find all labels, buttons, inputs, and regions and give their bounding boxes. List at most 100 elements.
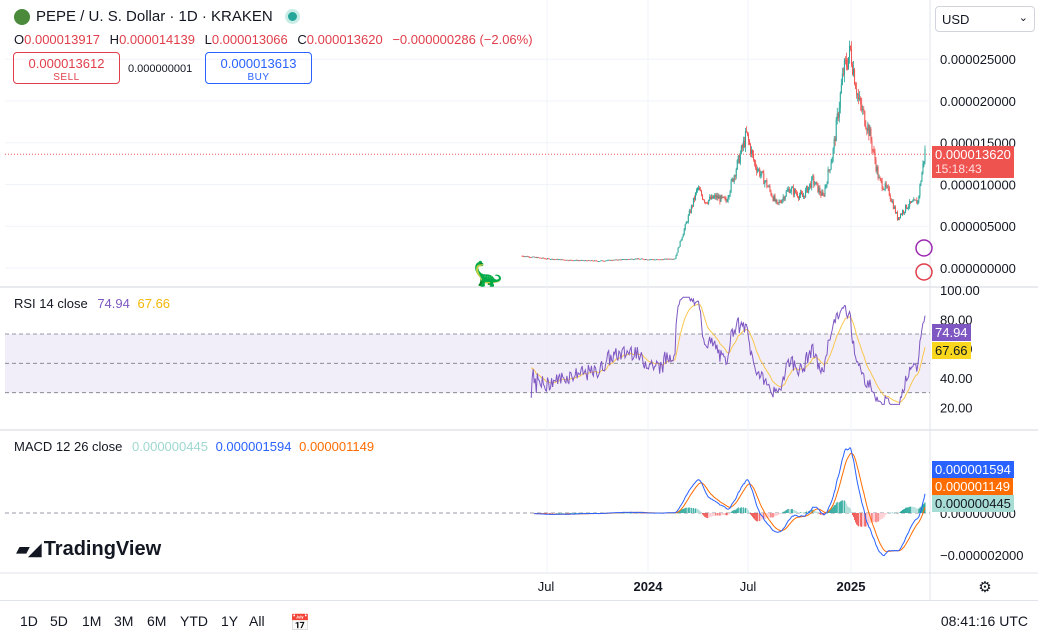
macd-hist-bar — [794, 510, 796, 513]
macd-hist-bar — [893, 512, 895, 514]
macd-hist-bar — [917, 508, 919, 513]
candle-body — [649, 259, 651, 261]
macd-hist-bar — [854, 513, 856, 521]
macd-hist-bar — [552, 513, 554, 514]
macd-hist-bar — [888, 512, 890, 513]
macd-hist-bar — [758, 513, 760, 521]
candle-body — [585, 260, 587, 262]
macd-hist-bar — [858, 513, 860, 527]
macd-hist-bar — [744, 507, 746, 513]
calendar-range-icon[interactable]: 📅 — [290, 615, 310, 632]
rsi-tick-label: 100.00 — [940, 283, 980, 298]
candle-body — [583, 260, 585, 262]
candle-body — [876, 167, 878, 171]
candle-body — [684, 224, 686, 230]
macd-hist-bar — [871, 513, 873, 523]
tf-1y[interactable]: 1Y — [221, 613, 239, 629]
tradingview-logo[interactable]: ▰◢ TradingView — [16, 538, 161, 561]
candle-body — [704, 200, 706, 203]
countdown-value: 15:18:43 — [935, 162, 982, 176]
candle-body — [605, 260, 607, 262]
macd-hist-bar — [848, 507, 850, 513]
tf-6m[interactable]: 6M — [147, 613, 167, 629]
candle-body — [873, 150, 875, 152]
utc-clock[interactable]: 08:41:16 UTC — [940, 613, 1028, 629]
macd-hist-bar — [774, 513, 776, 517]
candle-body — [630, 258, 632, 260]
candle-body — [855, 84, 857, 89]
tf-3m[interactable]: 3M — [114, 613, 134, 629]
macd-hist-bar — [547, 513, 549, 514]
candle-body — [918, 195, 920, 201]
candle-body — [886, 186, 888, 188]
candle-body — [912, 201, 914, 203]
candle-body — [643, 259, 645, 261]
candle-body — [913, 199, 915, 202]
candle-body — [587, 260, 589, 262]
candle-body — [916, 199, 918, 204]
candle-body — [713, 196, 715, 199]
tf-1m[interactable]: 1M — [82, 613, 102, 629]
rsi-legend[interactable]: RSI 14 close 74.94 67.66 — [14, 296, 170, 311]
candle-body — [682, 234, 684, 238]
tf-all[interactable]: All — [249, 613, 265, 629]
symbol-header[interactable]: PEPE / U. S. Dollar · 1D · KRAKEN — [14, 8, 300, 25]
macd-hist-bar — [901, 510, 903, 513]
currency-select[interactable]: USD ⌄ — [935, 6, 1035, 32]
candle-body — [725, 198, 727, 202]
ohlc-high-value: 0.000014139 — [119, 32, 195, 47]
candle-body — [813, 176, 815, 185]
candle-body — [785, 191, 787, 197]
candle-body — [880, 178, 882, 181]
tf-ytd[interactable]: YTD — [180, 613, 208, 629]
candle-body — [612, 260, 614, 262]
candle-body — [795, 192, 797, 194]
macd-hist-bar — [626, 512, 628, 514]
pepe-logo-icon — [14, 8, 30, 25]
macd-hist-bar — [902, 509, 904, 513]
macd-hist-bar — [840, 500, 842, 513]
macd-hist-bar — [842, 500, 844, 513]
candle-body — [894, 206, 896, 214]
chart-canvas[interactable]: 0.0000250000.0000200000.0000150000.00001… — [0, 0, 1038, 600]
candle-body — [879, 177, 881, 179]
candle-body — [554, 259, 556, 261]
macd-hist-bar — [781, 512, 783, 514]
macd-legend[interactable]: MACD 12 26 close 0.000000445 0.000001594… — [14, 439, 374, 454]
tf-1d[interactable]: 1D — [20, 613, 38, 629]
macd-hist-bar — [743, 508, 745, 513]
candle-body — [661, 259, 663, 261]
macd-hist-bar — [779, 513, 781, 514]
sell-button[interactable]: 0.000013612 SELL — [13, 52, 120, 84]
macd-hist-bar — [802, 512, 804, 514]
candle-body — [793, 189, 795, 195]
candle-body — [550, 259, 552, 261]
macd-hist-bar — [685, 507, 687, 513]
candle-body — [642, 258, 644, 260]
buy-button[interactable]: 0.000013613 BUY — [205, 52, 312, 84]
candle-body — [895, 212, 897, 214]
candle-body — [569, 259, 571, 261]
macd-hist-bar — [771, 513, 773, 518]
macd-hist-bar — [811, 510, 813, 513]
macd-hist-bar — [545, 513, 547, 514]
macd-hist-bar — [697, 509, 699, 513]
macd-hist-bar — [575, 512, 577, 514]
candle-body — [890, 199, 892, 203]
macd-hist-bar — [863, 513, 865, 526]
macd-hist-bar — [567, 513, 569, 514]
candle-body — [628, 259, 630, 261]
macd-hist-bar — [745, 507, 747, 513]
macd-hist-bar — [777, 513, 779, 516]
macd-hist-bar — [711, 513, 713, 517]
candle-body — [616, 259, 618, 261]
candle-body — [705, 202, 707, 203]
macd-hist-bar — [907, 507, 909, 513]
macd-hist-bar — [734, 509, 736, 513]
candle-body — [659, 259, 661, 261]
macd-hist-bar — [847, 507, 849, 513]
rsi-tick-label: 80.00 — [940, 312, 973, 327]
candle-body — [536, 257, 538, 259]
candle-body — [824, 187, 826, 196]
tf-5d[interactable]: 5D — [50, 613, 68, 629]
